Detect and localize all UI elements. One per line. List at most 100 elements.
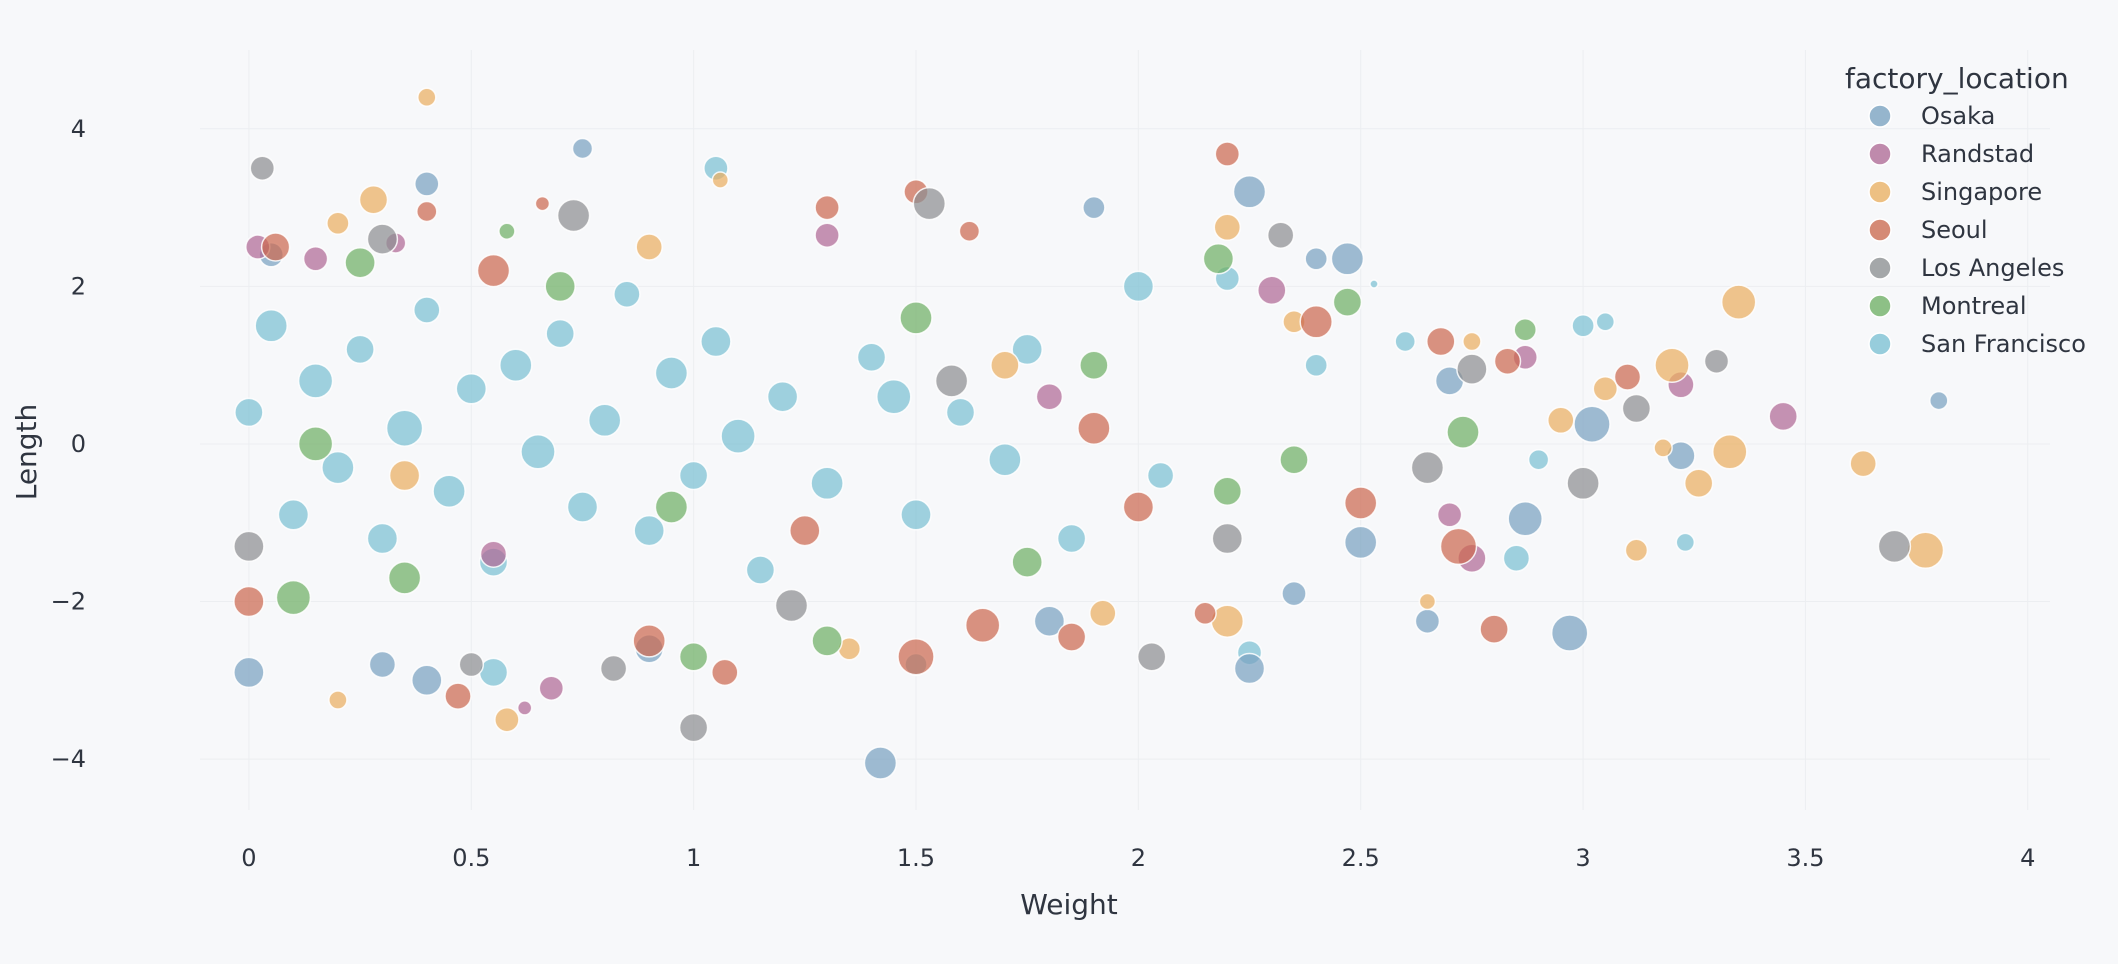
data-point-osaka[interactable] <box>1550 614 1589 652</box>
data-point-san-francisco[interactable] <box>1571 314 1595 338</box>
data-point-randstad[interactable] <box>479 540 508 568</box>
data-point-randstad[interactable] <box>814 222 840 248</box>
data-point-montreal[interactable] <box>1513 317 1537 342</box>
data-point-montreal[interactable] <box>1202 243 1235 275</box>
data-point-montreal[interactable] <box>1079 350 1109 380</box>
data-point-seoul[interactable] <box>534 195 551 212</box>
data-point-san-francisco[interactable] <box>1675 532 1696 553</box>
data-point-singapore[interactable] <box>1418 592 1437 611</box>
data-point-singapore[interactable] <box>990 350 1020 380</box>
data-point-singapore[interactable] <box>711 171 730 189</box>
data-point-los-angeles[interactable] <box>1703 348 1730 374</box>
data-point-san-francisco[interactable] <box>1146 461 1175 490</box>
data-point-seoul[interactable] <box>711 658 739 687</box>
data-point-osaka[interactable] <box>1414 608 1441 634</box>
data-point-montreal[interactable] <box>1279 444 1309 475</box>
data-point-san-francisco[interactable] <box>1369 279 1379 289</box>
legend-item-seoul[interactable]: Seoul <box>1868 216 1988 244</box>
data-point-san-francisco[interactable] <box>345 334 375 365</box>
data-point-los-angeles[interactable] <box>1877 529 1912 564</box>
data-point-singapore[interactable] <box>635 233 663 261</box>
data-point-singapore[interactable] <box>1624 538 1649 563</box>
data-point-singapore[interactable] <box>388 459 421 492</box>
data-point-san-francisco[interactable] <box>587 403 622 438</box>
data-point-montreal[interactable] <box>811 625 843 657</box>
data-point-san-francisco[interactable] <box>1394 330 1416 353</box>
data-point-randstad[interactable] <box>538 675 565 701</box>
data-point-singapore[interactable] <box>1462 331 1482 352</box>
data-point-seoul[interactable] <box>1479 614 1509 644</box>
data-point-montreal[interactable] <box>275 579 312 616</box>
data-point-singapore[interactable] <box>326 211 350 236</box>
data-point-san-francisco[interactable] <box>613 280 641 308</box>
data-point-san-francisco[interactable] <box>545 318 575 349</box>
data-point-los-angeles[interactable] <box>1136 641 1167 672</box>
data-point-singapore[interactable] <box>1720 284 1757 320</box>
data-point-san-francisco[interactable] <box>432 474 466 508</box>
data-point-los-angeles[interactable] <box>1211 522 1244 555</box>
data-point-randstad[interactable] <box>516 700 533 716</box>
data-point-san-francisco[interactable] <box>385 409 424 447</box>
data-point-san-francisco[interactable] <box>566 491 599 523</box>
data-point-montreal[interactable] <box>654 490 689 524</box>
data-point-randstad[interactable] <box>302 246 329 272</box>
data-point-montreal[interactable] <box>899 301 933 335</box>
data-point-los-angeles[interactable] <box>1266 221 1295 249</box>
data-point-san-francisco[interactable] <box>234 397 264 428</box>
data-point-osaka[interactable] <box>1033 605 1066 637</box>
data-point-singapore[interactable] <box>328 690 348 710</box>
legend-item-montreal[interactable]: Montreal <box>1868 292 2027 320</box>
data-point-san-francisco[interactable] <box>277 499 310 531</box>
data-point-seoul[interactable] <box>444 682 472 710</box>
data-point-seoul[interactable] <box>1343 486 1378 520</box>
data-point-osaka[interactable] <box>1304 247 1328 271</box>
data-point-singapore[interactable] <box>1592 376 1619 402</box>
data-point-san-francisco[interactable] <box>766 380 799 413</box>
data-point-san-francisco[interactable] <box>945 397 976 428</box>
data-point-seoul[interactable] <box>416 200 438 223</box>
data-point-san-francisco[interactable] <box>678 460 709 491</box>
data-point-seoul[interactable] <box>476 253 511 288</box>
data-point-san-francisco[interactable] <box>1595 312 1616 332</box>
data-point-san-francisco[interactable] <box>988 442 1022 477</box>
data-point-los-angeles[interactable] <box>1566 466 1600 501</box>
data-point-singapore[interactable] <box>1712 434 1748 470</box>
data-point-osaka[interactable] <box>1082 195 1106 220</box>
data-point-seoul[interactable] <box>958 220 981 242</box>
data-point-san-francisco[interactable] <box>720 418 756 454</box>
legend-item-los-angeles[interactable]: Los Angeles <box>1868 254 2064 282</box>
data-point-seoul[interactable] <box>897 637 935 676</box>
legend-item-singapore[interactable]: Singapore <box>1868 178 2042 206</box>
data-point-san-francisco[interactable] <box>700 325 732 358</box>
data-point-osaka[interactable] <box>571 137 594 160</box>
data-point-randstad[interactable] <box>1436 502 1463 528</box>
legend-item-randstad[interactable]: Randstad <box>1868 140 2034 168</box>
data-point-san-francisco[interactable] <box>455 373 488 405</box>
data-point-los-angeles[interactable] <box>912 186 947 221</box>
data-point-los-angeles[interactable] <box>556 198 591 233</box>
data-point-osaka[interactable] <box>1929 390 1949 411</box>
data-point-san-francisco[interactable] <box>1056 523 1087 554</box>
data-point-seoul[interactable] <box>1493 347 1522 375</box>
data-point-san-francisco[interactable] <box>810 466 844 501</box>
data-point-singapore[interactable] <box>1089 599 1117 628</box>
data-point-montreal[interactable] <box>544 270 576 303</box>
data-point-seoul[interactable] <box>789 514 821 547</box>
data-point-osaka[interactable] <box>1233 652 1266 685</box>
data-point-singapore[interactable] <box>417 87 437 108</box>
data-point-seoul[interactable] <box>1426 326 1456 357</box>
data-point-los-angeles[interactable] <box>366 223 399 255</box>
legend-item-san-francisco[interactable]: San Francisco <box>1868 330 2086 358</box>
data-point-randstad[interactable] <box>1768 401 1798 432</box>
data-point-singapore[interactable] <box>1653 438 1673 458</box>
data-point-los-angeles[interactable] <box>934 364 969 398</box>
data-point-seoul[interactable] <box>1077 411 1111 445</box>
data-point-san-francisco[interactable] <box>520 434 556 470</box>
data-point-seoul[interactable] <box>632 624 666 658</box>
data-point-singapore[interactable] <box>1213 213 1242 242</box>
data-point-san-francisco[interactable] <box>1527 448 1550 471</box>
data-point-san-francisco[interactable] <box>900 499 932 531</box>
data-point-montreal[interactable] <box>1332 287 1363 317</box>
data-point-seoul[interactable] <box>1122 491 1155 523</box>
legend-item-osaka[interactable]: Osaka <box>1868 102 1995 130</box>
